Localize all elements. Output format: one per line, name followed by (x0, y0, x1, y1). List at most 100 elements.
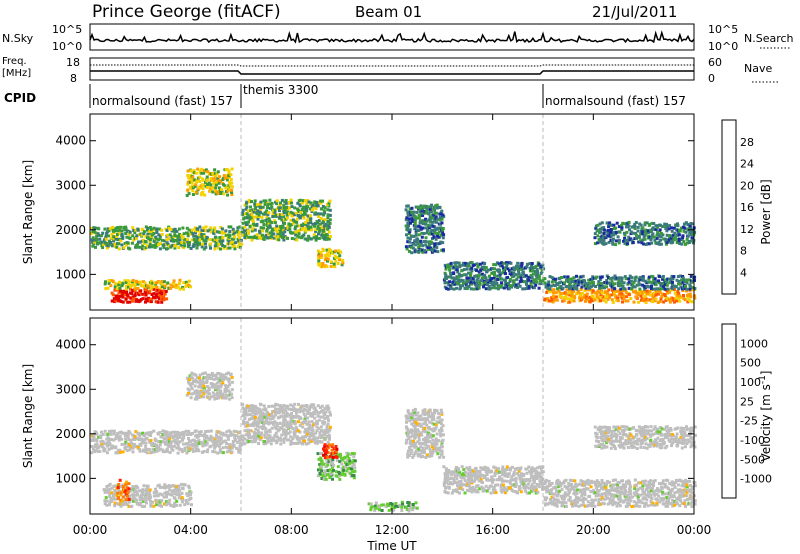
heatmap-cell (134, 430, 138, 434)
heatmap-cell (229, 173, 233, 177)
heatmap-cell (174, 489, 178, 493)
heatmap-cell (310, 403, 314, 407)
heatmap-cell (682, 294, 685, 297)
heatmap-cell (633, 279, 637, 282)
heatmap-cell (313, 224, 316, 228)
heatmap-cell (154, 235, 158, 239)
heatmap-cell (613, 291, 617, 295)
heatmap-cell (198, 180, 202, 183)
heatmap-cell (263, 421, 266, 425)
heatmap-cell (256, 203, 259, 207)
heatmap-cell (95, 439, 99, 443)
heatmap-cell (127, 282, 131, 286)
heatmap-cell (409, 213, 413, 217)
heatmap-cell (113, 489, 117, 492)
heatmap-cell (558, 276, 562, 280)
heatmap-cell (519, 472, 523, 476)
heatmap-cell (624, 299, 628, 303)
heatmap-cell (128, 280, 132, 284)
heatmap-cell (182, 433, 186, 437)
heatmap-cell (193, 184, 197, 188)
heatmap-cell (284, 413, 287, 417)
heatmap-cell (309, 412, 313, 416)
heatmap-cell (607, 293, 611, 297)
heatmap-cell (282, 211, 286, 215)
heatmap-cell (439, 211, 443, 215)
heatmap-cell (215, 377, 219, 381)
heatmap-cell (429, 240, 433, 244)
heatmap-cell (130, 241, 134, 245)
heatmap-cell (480, 480, 484, 484)
heatmap-cell (414, 243, 418, 247)
heatmap-cell (222, 377, 226, 381)
heatmap-cell (330, 448, 334, 452)
heatmap-cell (217, 435, 221, 439)
heatmap-cell (413, 427, 417, 430)
heatmap-cell (158, 443, 162, 447)
heatmap-cell (500, 264, 504, 268)
heatmap-cell (460, 482, 464, 486)
heatmap-cell (506, 267, 510, 271)
heatmap-cell (173, 444, 176, 448)
heatmap-cell (645, 289, 649, 293)
heatmap-cell (550, 280, 554, 284)
heatmap-cell (190, 181, 194, 185)
heatmap-cell (231, 227, 235, 231)
heatmap-cell (303, 199, 307, 203)
heatmap-cell (442, 455, 446, 459)
heatmap-cell (478, 469, 482, 473)
heatmap-cell (142, 238, 146, 242)
heatmap-cell (132, 229, 136, 232)
heatmap-cell (210, 372, 214, 375)
heatmap-cell (252, 417, 256, 421)
heatmap-cell (148, 230, 152, 233)
heatmap-cell (246, 209, 250, 213)
heatmap-cell (596, 234, 600, 238)
heatmap-cell (601, 234, 605, 238)
heatmap-cell (675, 299, 679, 303)
heatmap-cell (214, 192, 218, 196)
heatmap-cell (219, 192, 223, 195)
heatmap-cell (213, 239, 217, 243)
heatmap-cell (127, 482, 131, 486)
heatmap-cell (185, 393, 189, 397)
heatmap-cell (315, 425, 319, 429)
heatmap-cell (232, 244, 236, 248)
heatmap-cell (421, 214, 425, 217)
heatmap-cell (666, 291, 669, 295)
heatmap-cell (178, 238, 182, 242)
heatmap-cell (534, 264, 538, 268)
heatmap-cell (485, 473, 489, 476)
heatmap-cell (525, 471, 529, 475)
heatmap-cell (528, 478, 531, 481)
heatmap-cell (243, 416, 247, 420)
velocity-heatmap (90, 318, 697, 514)
heatmap-cell (205, 379, 209, 383)
heatmap-cell (274, 235, 278, 239)
heatmap-cell (467, 264, 471, 268)
heatmap-cell (418, 453, 422, 457)
heatmap-cell (494, 483, 498, 487)
heatmap-cell (488, 277, 492, 281)
heatmap-cell (160, 238, 164, 242)
heatmap-cell (142, 441, 146, 445)
heatmap-cell (146, 284, 150, 288)
heatmap-cell (279, 234, 283, 238)
heatmap-cell (671, 277, 675, 281)
heatmap-cell (629, 279, 633, 283)
heatmap-cell (668, 290, 672, 294)
heatmap-cell (265, 223, 269, 227)
heatmap-cell (186, 188, 190, 192)
heatmap-cell (325, 248, 329, 252)
heatmap-cell (181, 226, 185, 230)
heatmap-cell (145, 451, 149, 455)
heatmap-cell (162, 295, 166, 299)
heatmap-cell (136, 445, 140, 449)
heatmap-cell (247, 220, 251, 224)
heatmap-cell (415, 216, 419, 220)
heatmap-cell (262, 426, 266, 430)
heatmap-cell (688, 292, 692, 296)
heatmap-cell (255, 406, 259, 410)
heatmap-cell (323, 226, 327, 230)
heatmap-cell (286, 211, 290, 215)
